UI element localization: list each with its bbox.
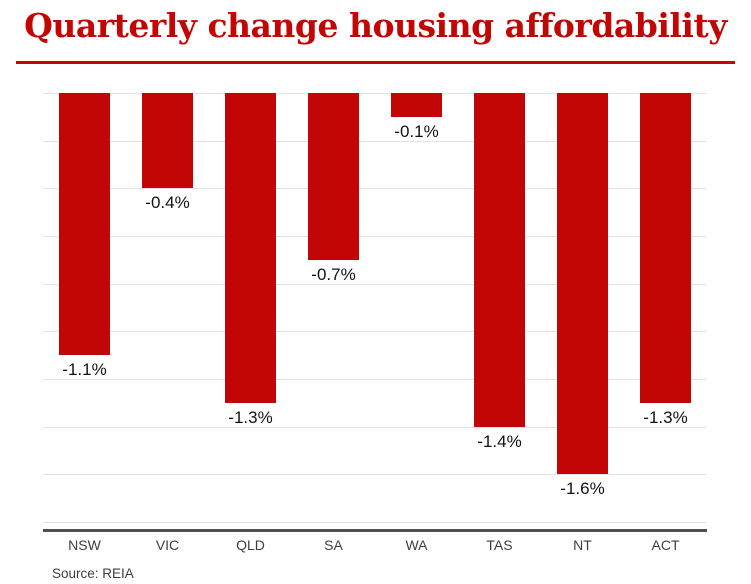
x-axis-label-qld: QLD [236,537,265,553]
gridline [43,140,707,142]
bar-value-label-sa: -0.7% [311,264,356,284]
bar-qld [225,93,276,403]
bar-tas [474,93,525,427]
gridline [43,474,707,476]
bar-act [640,93,691,403]
gridline [43,283,707,285]
bar-value-label-nsw: -1.1% [62,360,107,380]
x-axis-label-act: ACT [651,537,680,553]
title-underline-rule [16,61,735,64]
gridline [43,188,707,190]
gridline [43,331,707,333]
bar-sa [308,93,359,260]
plot-area: -1.1% -0.4% -1.3% -0.7% -0.1% -1.4% -1.6% -1.3% [43,93,707,532]
bar-nt [557,93,608,475]
bar-value-label-qld: -1.3% [228,407,273,427]
chart-title: Quarterly change housing affordability [24,6,727,45]
gridline [43,521,707,523]
x-axis-label-sa: SA [324,537,343,553]
bar-wa [391,93,442,117]
x-axis-label-nsw: NSW [68,537,101,553]
bar-value-label-wa: -0.1% [394,121,439,141]
gridline [43,426,707,428]
x-axis-label-vic: VIC [155,537,180,553]
x-axis-label-tas: TAS [486,537,513,553]
gridline [43,378,707,380]
bar-value-label-vic: -0.4% [145,193,190,213]
bar-vic [142,93,193,189]
gridline [43,93,707,94]
gridline [43,235,707,237]
bar-value-label-nt: -1.6% [560,479,605,499]
bar-nsw [59,93,110,356]
bar-value-label-tas: -1.4% [477,431,522,451]
x-axis-label-nt: NT [573,537,592,553]
bar-value-label-act: -1.3% [643,407,688,427]
source-note: Source: REIA [52,566,134,581]
x-axis-label-row: NSW VIC QLD SA WA TAS NT ACT [43,536,707,556]
x-axis-label-wa: WA [405,537,428,553]
